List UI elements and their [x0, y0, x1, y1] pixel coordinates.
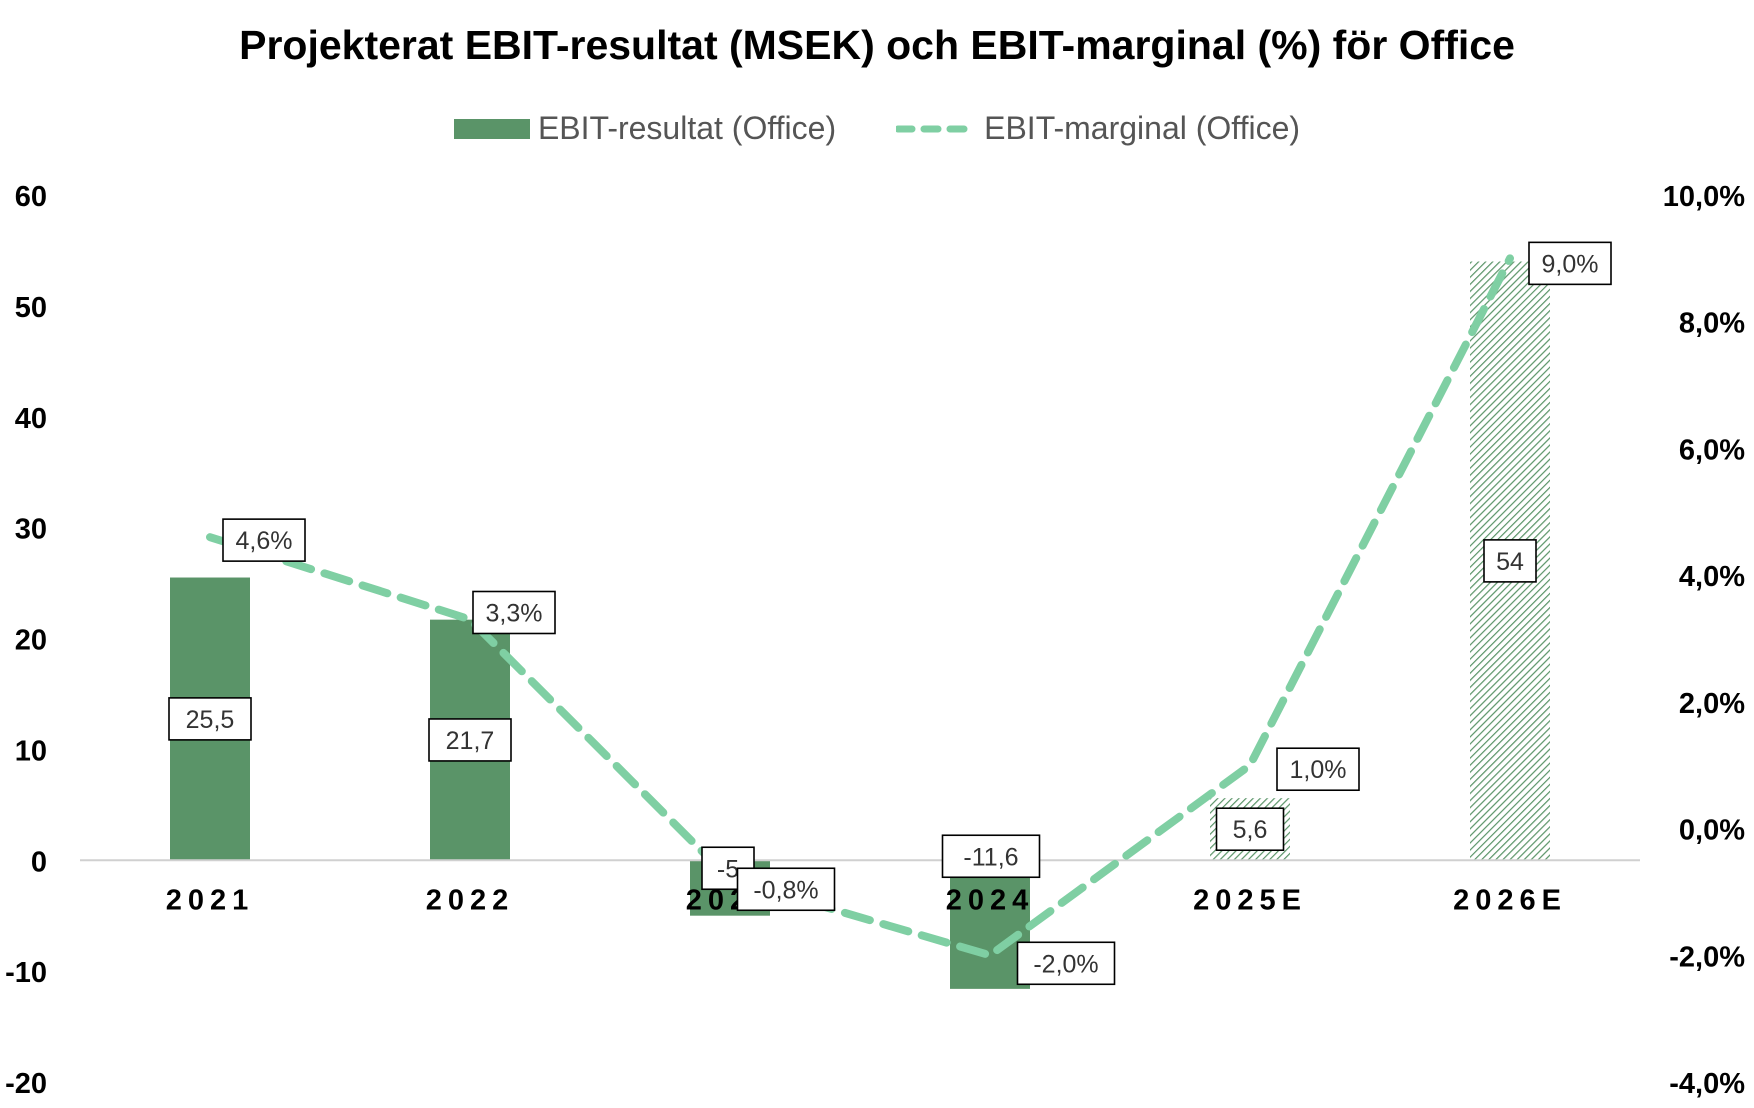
y-right-tick-label: 8,0%	[1679, 308, 1745, 340]
bar-data-label: 21,7	[446, 727, 495, 755]
y-right-tick-label: 0,0%	[1679, 815, 1745, 847]
line-data-label-box	[1276, 747, 1360, 792]
line-data-label: 3,3%	[486, 599, 543, 627]
y-right-tick-label: 2,0%	[1679, 688, 1745, 720]
bar-data-label-box	[941, 834, 1041, 879]
bar-data-label-box	[168, 697, 252, 741]
y-left-tick-label: 0	[31, 846, 47, 878]
line-data-label-box	[1016, 941, 1116, 986]
y-right-tick-label: 4,0%	[1679, 561, 1745, 593]
line-data-label: -0,8%	[753, 876, 818, 904]
line-data-label-box	[222, 518, 306, 562]
bar-data-label-box	[1215, 807, 1285, 852]
chart-title: Projekterat EBIT-resultat (MSEK) och EBI…	[239, 22, 1515, 68]
y-left-tick-label: 40	[15, 403, 47, 435]
bar-data-label: 5,6	[1233, 816, 1268, 844]
line-data-label-box	[736, 867, 836, 912]
bar-data-label-box	[1483, 539, 1537, 583]
x-tick-label: 2021	[166, 884, 255, 916]
line-data-label: 1,0%	[1290, 756, 1347, 784]
line-data-label: -2,0%	[1033, 950, 1098, 978]
y-left-tick-label: -10	[5, 957, 47, 989]
y-left-tick-label: 10	[15, 735, 47, 767]
line-data-label: 9,0%	[1542, 250, 1599, 278]
bar-data-label: -5	[717, 855, 739, 883]
legend-swatch-bar	[453, 118, 530, 139]
y-left-tick-label: 30	[15, 514, 47, 546]
y-left-tick-label: 60	[15, 181, 47, 213]
bar-data-label: -11,6	[963, 843, 1018, 871]
chart-legend: EBIT-resultat (Office) EBIT-marginal (Of…	[0, 110, 1754, 147]
y-right-tick-label: -4,0%	[1669, 1068, 1745, 1100]
line-data-label-box	[1528, 241, 1612, 286]
legend-swatch-dashed-line	[896, 125, 977, 132]
x-tick-label: 2022	[426, 884, 515, 916]
line-data-label-box	[472, 590, 556, 635]
x-tick-label: 2025E	[1193, 884, 1307, 916]
x-tick-label: 2024	[946, 884, 1035, 916]
y-left-tick-label: 50	[15, 292, 47, 324]
legend-item-ebit-marginal: EBIT-marginal (Office)	[896, 110, 1300, 147]
series-line-ebit-marginal	[206, 254, 1514, 960]
legend-label-ebit-marginal: EBIT-marginal (Office)	[984, 110, 1301, 146]
y-left-tick-label: 20	[15, 625, 47, 657]
y-left-tick-label: -20	[5, 1068, 47, 1100]
legend-item-ebit-resultat: EBIT-resultat (Office)	[453, 110, 837, 147]
line-data-label: 4,6%	[236, 527, 293, 555]
y-right-tick-label: 6,0%	[1679, 434, 1745, 466]
bar	[950, 860, 1030, 989]
y-right-tick-label: 10,0%	[1663, 181, 1745, 213]
legend-label-ebit-resultat: EBIT-resultat (Office)	[537, 110, 837, 146]
bar-data-label: 54	[1496, 548, 1524, 576]
bar-data-label: 25,5	[186, 706, 235, 734]
x-tick-label: 2026E	[1453, 884, 1567, 916]
y-right-tick-label: -2,0%	[1669, 941, 1745, 973]
bar-data-label-box	[428, 718, 512, 762]
